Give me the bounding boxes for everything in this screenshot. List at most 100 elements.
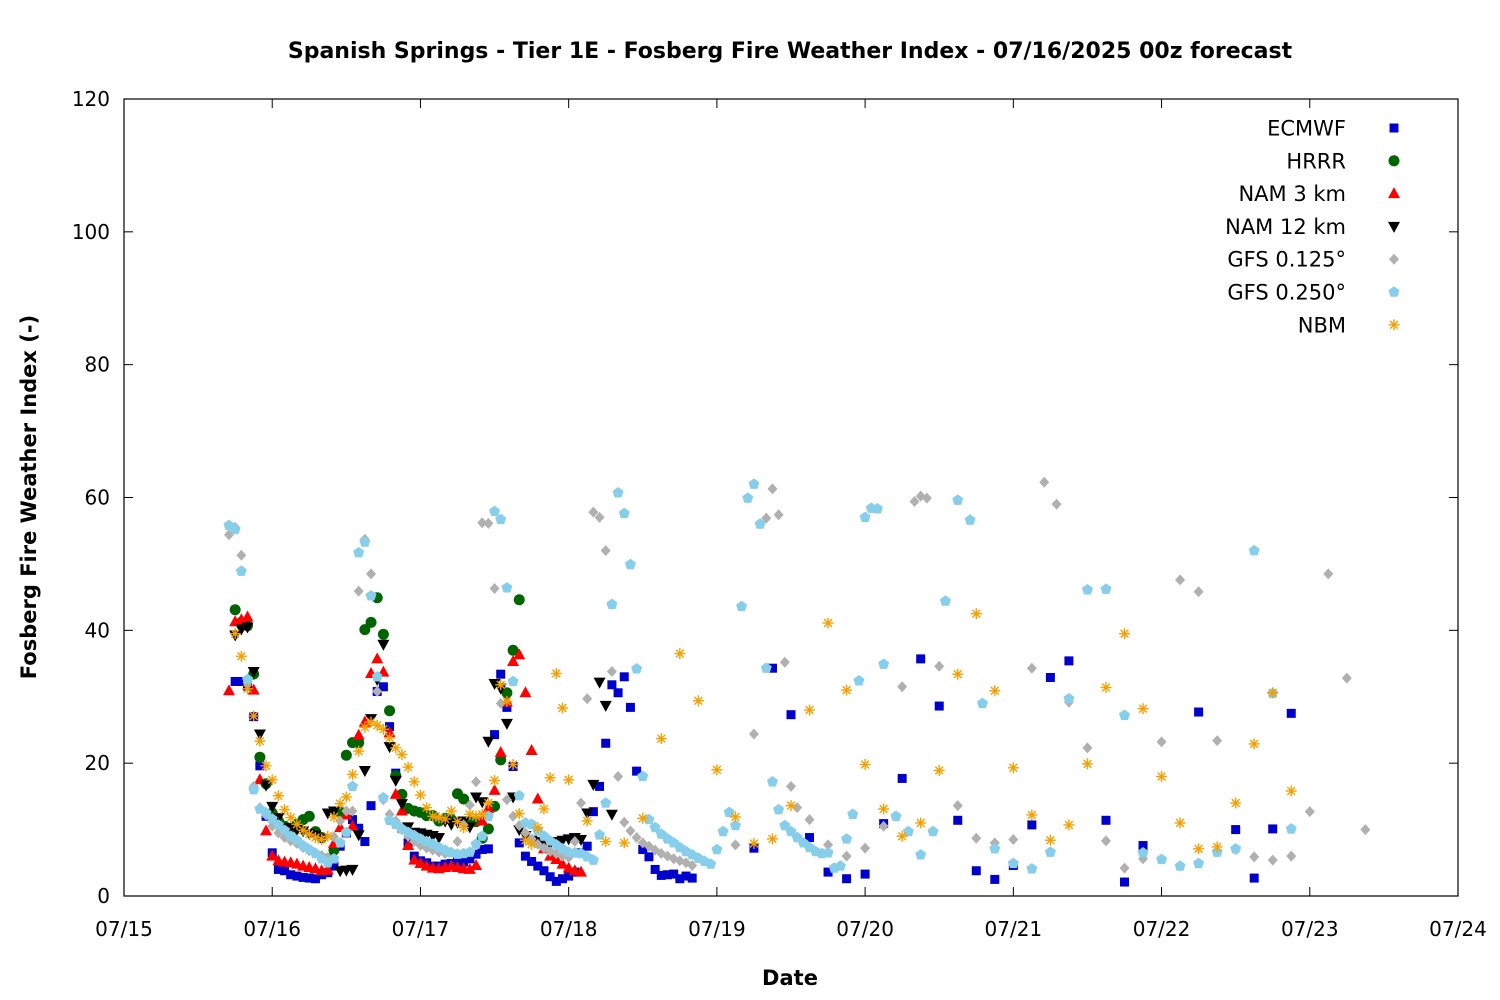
data-point (482, 823, 494, 835)
data-point (1026, 662, 1037, 674)
data-point (322, 830, 334, 842)
data-point (933, 764, 945, 776)
data-point (255, 761, 265, 771)
data-point (613, 770, 624, 782)
data-point (860, 869, 870, 879)
data-point (916, 654, 926, 664)
data-point (674, 648, 686, 660)
data-point (1286, 708, 1296, 718)
data-point (501, 582, 513, 593)
data-point (1007, 762, 1019, 774)
data-point (520, 827, 531, 839)
data-point (822, 617, 834, 629)
data-point (348, 815, 358, 825)
data-point (563, 774, 575, 786)
data-point (1212, 735, 1223, 747)
data-point (847, 808, 859, 819)
data-point (890, 810, 902, 821)
data-point (279, 804, 291, 816)
data-point (241, 610, 254, 622)
data-point (482, 736, 495, 748)
data-point (600, 545, 611, 557)
data-point (531, 792, 544, 804)
data-point (365, 616, 377, 628)
data-point (483, 844, 493, 854)
x-tick-label: 07/16 (243, 917, 301, 941)
data-point (934, 660, 945, 672)
data-point (1064, 656, 1074, 666)
data-point (346, 819, 359, 831)
data-point (859, 511, 871, 523)
data-point (464, 799, 475, 811)
data-point (878, 820, 889, 832)
data-point (502, 702, 512, 712)
data-point (353, 585, 364, 597)
data-point (471, 849, 481, 859)
data-point (1063, 819, 1075, 831)
data-point (638, 845, 648, 855)
data-point (575, 835, 588, 847)
data-point (273, 864, 283, 874)
data-point (513, 808, 525, 820)
data-point (242, 673, 254, 685)
data-point (779, 819, 791, 831)
data-point (470, 858, 483, 870)
data-point (507, 675, 519, 687)
data-point (395, 799, 408, 811)
data-point (595, 781, 605, 791)
data-point (476, 830, 488, 841)
data-point (964, 514, 976, 525)
data-point (562, 861, 575, 873)
data-point (1230, 843, 1242, 854)
data-point (1138, 841, 1148, 851)
data-point (556, 857, 569, 869)
data-point (248, 710, 260, 722)
data-point (952, 668, 964, 680)
data-point (587, 779, 600, 791)
data-point (736, 600, 748, 612)
data-point (1248, 738, 1260, 750)
y-tick-label: 0 (97, 884, 110, 908)
data-point (346, 780, 359, 792)
data-point (1341, 672, 1352, 684)
data-point (1194, 707, 1204, 717)
x-tick-label: 07/21 (985, 917, 1043, 941)
data-point (1100, 835, 1111, 847)
data-point (644, 852, 654, 862)
data-point (773, 803, 785, 815)
data-point (286, 870, 296, 880)
data-point (1044, 834, 1056, 846)
data-point (346, 864, 359, 876)
data-point (520, 851, 530, 861)
data-point (260, 760, 272, 772)
data-point (378, 682, 388, 692)
data-point (352, 728, 365, 740)
data-point (513, 648, 526, 660)
data-point (328, 853, 340, 864)
data-point (489, 582, 500, 594)
data-point (692, 695, 704, 707)
data-point (519, 686, 532, 698)
data-point (556, 702, 568, 714)
y-tick-label: 100 (72, 220, 110, 244)
data-point (970, 608, 982, 620)
data-point (748, 478, 760, 489)
data-point (1268, 824, 1278, 834)
x-tick-label: 07/15 (95, 917, 153, 941)
data-point (545, 872, 555, 882)
data-point (489, 505, 501, 517)
data-point (613, 688, 623, 698)
data-point (507, 758, 519, 770)
data-point (953, 815, 963, 825)
data-point (729, 811, 741, 823)
data-point (1100, 583, 1112, 594)
data-point (1081, 584, 1093, 595)
data-point (637, 770, 649, 782)
data-point (1156, 736, 1167, 748)
data-point (934, 701, 944, 711)
data-point (1249, 851, 1260, 863)
data-point (1360, 824, 1371, 836)
data-point (804, 704, 816, 716)
data-point (823, 839, 834, 851)
plot-frame (123, 98, 1459, 897)
